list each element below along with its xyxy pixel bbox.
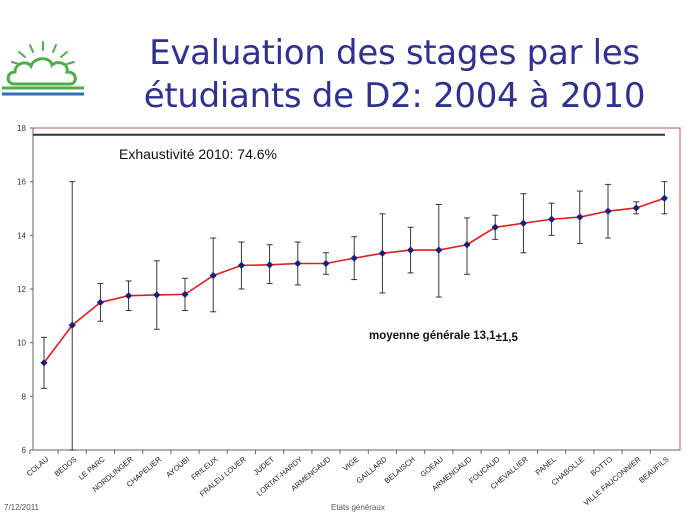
x-tick-label: VIGE bbox=[341, 455, 361, 473]
x-tick-label: PANEL bbox=[534, 455, 558, 477]
data-point bbox=[407, 246, 415, 254]
y-tick-label: 14 bbox=[17, 231, 26, 240]
y-tick-label: 18 bbox=[17, 124, 26, 133]
data-point bbox=[660, 194, 668, 202]
x-tick-label: BOTTO bbox=[589, 455, 615, 479]
data-point bbox=[463, 241, 471, 249]
data-point bbox=[237, 261, 245, 269]
data-point bbox=[40, 359, 48, 367]
x-tick-label: BEDOS bbox=[53, 455, 79, 479]
data-point bbox=[519, 219, 527, 227]
data-point bbox=[632, 204, 640, 212]
title-line-2: étudiants de D2: 2004 à 2010 bbox=[143, 76, 646, 116]
annotation-moyenne-pm: ±1,5 bbox=[496, 332, 519, 344]
x-tick-label: BEAUFILS bbox=[637, 455, 671, 485]
plot-frame bbox=[32, 127, 681, 451]
data-point bbox=[96, 298, 104, 307]
data-point bbox=[576, 213, 584, 221]
data-point bbox=[181, 290, 189, 298]
data-point bbox=[125, 292, 133, 300]
x-tick-label: AYOUBI bbox=[164, 455, 191, 480]
data-point bbox=[209, 271, 217, 280]
data-point bbox=[548, 215, 556, 223]
annotation-exhaustivite: Exhaustivité 2010: 74.6% bbox=[119, 146, 277, 162]
x-tick-label: BELAISCH bbox=[383, 455, 417, 486]
slide-title: Evaluation des stages par les étudiants … bbox=[100, 32, 689, 118]
data-point bbox=[68, 321, 76, 329]
annotation-moyenne: moyenne générale 13,1±1,5 bbox=[369, 330, 518, 344]
data-point bbox=[435, 246, 443, 254]
tree-cloud-logo-icon bbox=[2, 41, 84, 96]
data-point bbox=[266, 261, 274, 269]
data-point bbox=[491, 223, 499, 231]
y-tick-label: 10 bbox=[17, 339, 26, 348]
annotation-moyenne-value: moyenne générale 13,1 bbox=[369, 330, 496, 342]
x-tick-label: COLAU bbox=[25, 455, 51, 479]
data-point bbox=[153, 291, 161, 299]
y-tick-label: 6 bbox=[22, 446, 27, 455]
footer-date: 7/12/2011 bbox=[4, 503, 39, 512]
y-tick-label: 16 bbox=[17, 178, 26, 187]
y-tick-label: 8 bbox=[22, 392, 27, 401]
data-point bbox=[604, 207, 612, 215]
x-tick-label: GOEAU bbox=[419, 455, 446, 479]
title-line-1: Evaluation des stages par les bbox=[149, 33, 640, 73]
data-point bbox=[350, 254, 358, 262]
series-line bbox=[43, 197, 665, 364]
x-tick-label: JUDET bbox=[252, 454, 277, 477]
y-tick-label: 12 bbox=[17, 285, 26, 294]
footer-center: Etats généraux bbox=[331, 503, 385, 512]
data-point bbox=[322, 259, 330, 268]
data-point bbox=[378, 249, 386, 257]
data-point bbox=[294, 259, 302, 268]
